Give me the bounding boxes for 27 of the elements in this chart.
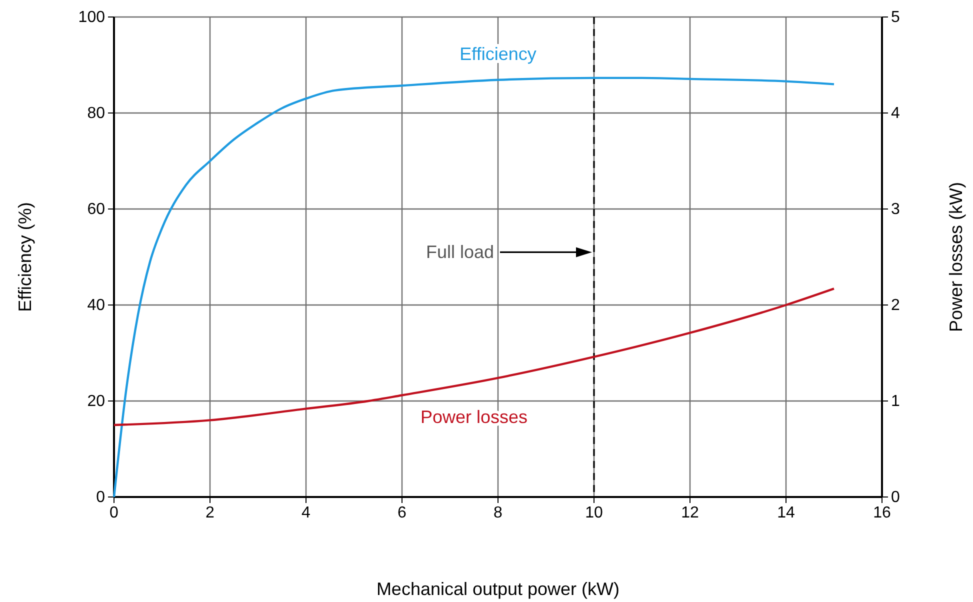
line-series: [112, 288, 836, 426]
y2-tick-label: 4: [891, 105, 900, 122]
x-tick-label: 0: [110, 504, 119, 522]
y2-tick-label: 5: [891, 9, 900, 26]
y2-tick-label: 2: [891, 297, 900, 314]
y-tick-label: 0: [96, 489, 106, 506]
y-tick-label: 60: [87, 201, 106, 218]
y2-tick-label: 3: [891, 201, 900, 218]
y-tick-label: 40: [87, 297, 106, 314]
x-tick-label: 4: [302, 504, 311, 522]
x-tick-label: 10: [585, 504, 603, 522]
annotation: Full load: [426, 242, 494, 262]
line-series: [112, 76, 836, 498]
x-tick-label: 2: [206, 504, 215, 522]
y2-tick-label: 0: [891, 489, 900, 506]
y-axis-title: Efficiency (%): [15, 202, 35, 312]
x-tick-label: 14: [777, 504, 795, 522]
x-axis-title: Mechanical output power (kW): [376, 579, 620, 599]
x-tick-label: 8: [494, 504, 503, 522]
y-tick-label: 100: [78, 9, 106, 26]
x-tick-label: 6: [398, 504, 407, 522]
y2-axis-title: Power losses (kW): [946, 182, 966, 332]
y-tick-label: 20: [87, 393, 106, 410]
y-tick-label: 80: [87, 105, 106, 122]
x-tick-label: 16: [873, 504, 891, 522]
y2-tick-label: 1: [891, 393, 900, 410]
x-tick-label: 12: [681, 504, 699, 522]
